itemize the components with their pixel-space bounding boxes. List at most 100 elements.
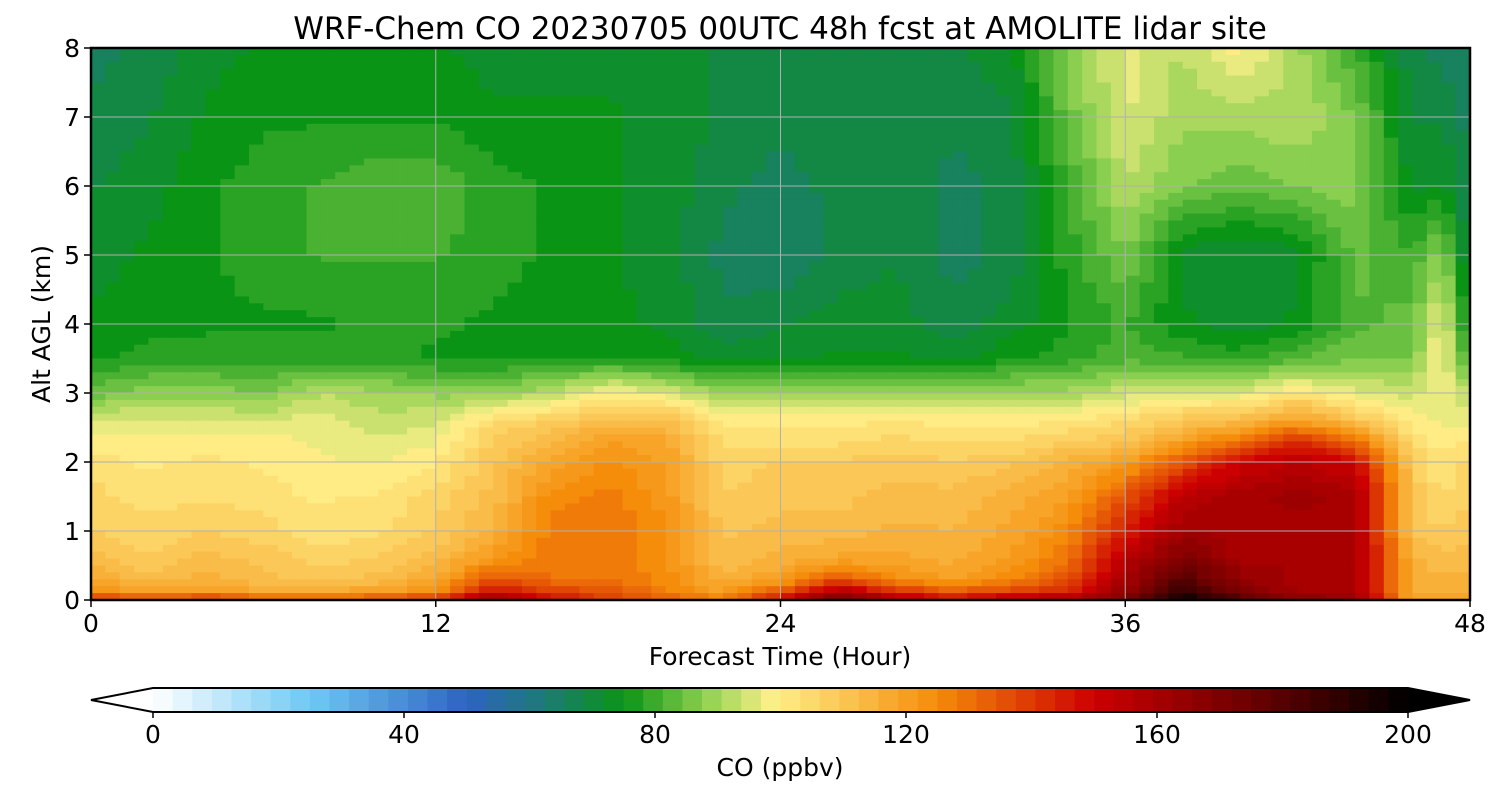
heatmap-cell <box>249 144 264 153</box>
heatmap-cell <box>1383 351 1399 360</box>
heatmap-cell <box>407 255 422 263</box>
heatmap-cell <box>866 144 882 153</box>
heatmap-cell <box>306 310 322 318</box>
heatmap-cell <box>292 75 308 84</box>
heatmap-cell <box>421 220 437 228</box>
heatmap-cell <box>1225 296 1241 304</box>
heatmap-cell <box>737 68 753 77</box>
heatmap-cell <box>335 206 351 215</box>
heatmap-cell <box>1010 96 1026 104</box>
heatmap-cell <box>995 117 1011 125</box>
heatmap-cell <box>1297 310 1313 318</box>
heatmap-cell <box>1197 365 1213 373</box>
heatmap-cell <box>1039 220 1055 228</box>
heatmap-cell <box>823 172 839 180</box>
heatmap-cell <box>1355 144 1371 153</box>
heatmap-cell <box>1268 158 1284 166</box>
heatmap-cell <box>249 344 264 353</box>
heatmap-cell <box>809 296 825 304</box>
heatmap-cell <box>1010 158 1026 166</box>
heatmap-cell <box>292 165 308 173</box>
heatmap-cell <box>177 130 193 139</box>
heatmap-cell <box>407 179 422 187</box>
heatmap-cell <box>205 186 221 194</box>
heatmap-cell <box>1254 310 1270 318</box>
heatmap-cell <box>536 220 552 228</box>
heatmap-cell <box>1297 61 1313 70</box>
heatmap-cell <box>550 110 566 118</box>
heatmap-cell <box>780 337 796 346</box>
heatmap-cell <box>1125 213 1141 222</box>
heatmap-cell <box>967 241 983 249</box>
heatmap-cell <box>1441 186 1457 194</box>
heatmap-cell <box>909 255 925 263</box>
heatmap-cell <box>119 324 135 332</box>
heatmap-cell <box>579 324 595 332</box>
heatmap-cell <box>1398 158 1414 166</box>
heatmap-cell <box>1340 324 1356 332</box>
heatmap-cell <box>1053 117 1069 125</box>
heatmap-cell <box>1254 213 1270 222</box>
heatmap-cell <box>952 337 968 346</box>
heatmap-cell <box>751 379 767 387</box>
heatmap-cell <box>1110 330 1126 339</box>
heatmap-cell <box>1340 358 1356 366</box>
heatmap-cell <box>1067 337 1083 346</box>
heatmap-cell <box>292 144 308 153</box>
heatmap-cell <box>665 110 681 118</box>
heatmap-cell <box>521 275 537 284</box>
heatmap-cell <box>837 158 853 166</box>
heatmap-cell <box>1355 192 1371 201</box>
heatmap-cell <box>521 330 537 339</box>
heatmap-cell <box>1383 317 1399 325</box>
heatmap-cell <box>263 303 279 311</box>
heatmap-cell <box>995 110 1011 118</box>
heatmap-cell <box>306 151 322 159</box>
heatmap-cell <box>1369 213 1385 222</box>
heatmap-cell <box>536 75 552 84</box>
heatmap-cell <box>565 234 580 242</box>
heatmap-cell <box>1096 282 1112 291</box>
heatmap-cell <box>938 165 954 173</box>
heatmap-cell <box>464 282 480 291</box>
heatmap-cell <box>521 186 537 194</box>
heatmap-cell <box>780 310 796 318</box>
heatmap-cell <box>507 330 523 339</box>
heatmap-cell <box>924 165 940 173</box>
heatmap-cell <box>91 261 106 270</box>
heatmap-cell <box>1010 268 1026 277</box>
heatmap-cell <box>694 110 710 118</box>
heatmap-cell <box>148 234 164 242</box>
heatmap-cell <box>435 358 451 366</box>
heatmap-cell <box>263 186 279 194</box>
heatmap-cell <box>895 68 911 77</box>
heatmap-cell <box>1024 399 1040 408</box>
heatmap-cell <box>924 386 940 394</box>
heatmap-cell <box>895 110 911 118</box>
heatmap-cell <box>478 137 494 146</box>
heatmap-cell <box>694 117 710 125</box>
heatmap-cell <box>694 54 710 63</box>
heatmap-cell <box>435 379 451 387</box>
heatmap-cell <box>306 130 322 139</box>
heatmap-cell <box>1268 213 1284 222</box>
heatmap-cell <box>493 48 509 56</box>
heatmap-cell <box>1311 317 1327 325</box>
heatmap-cell <box>349 48 365 56</box>
heatmap-cell <box>651 123 667 132</box>
heatmap-cell <box>1383 220 1399 228</box>
heatmap-cell <box>794 110 810 118</box>
heatmap-cell <box>478 158 494 166</box>
heatmap-cell <box>134 117 150 125</box>
heatmap-cell <box>1254 96 1270 104</box>
heatmap-cell <box>550 386 566 394</box>
heatmap-cell <box>263 123 279 132</box>
heatmap-cell <box>651 179 667 187</box>
heatmap-cell <box>723 303 738 311</box>
heatmap-cell <box>651 393 667 401</box>
heatmap-cell <box>220 75 236 84</box>
heatmap-cell <box>593 234 609 242</box>
heatmap-cell <box>967 296 983 304</box>
heatmap-cell <box>737 192 753 201</box>
heatmap-cell <box>751 275 767 284</box>
